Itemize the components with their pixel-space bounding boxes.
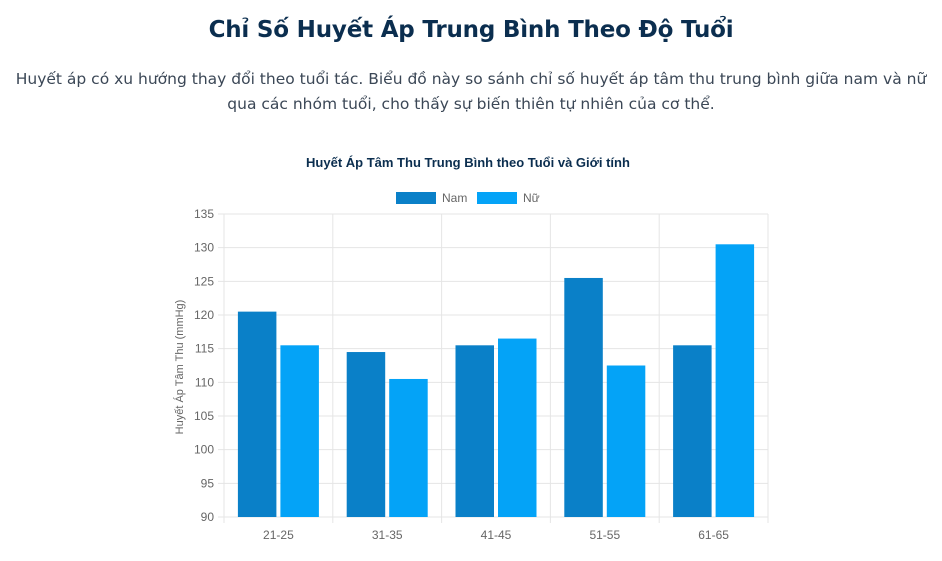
legend-label: Nam (442, 191, 467, 205)
bar-nam[interactable] (673, 345, 712, 517)
bar-nam[interactable] (564, 277, 603, 517)
legend-swatch (396, 192, 436, 204)
x-tick-label: 21-25 (263, 528, 294, 542)
y-tick-label: 115 (195, 342, 214, 356)
bar-nu[interactable] (715, 244, 755, 518)
y-tick-label: 105 (194, 409, 214, 423)
legend-item-nu[interactable]: Nữ (477, 191, 540, 205)
y-tick-label: 130 (194, 241, 214, 255)
legend[interactable]: Nam Nữ (396, 191, 540, 205)
page-title: Chỉ Số Huyết Áp Trung Bình Theo Độ Tuổi (208, 17, 734, 43)
bar-nu[interactable] (280, 345, 319, 517)
bar-nam[interactable] (346, 352, 386, 517)
y-axis-label: Huyết Áp Tâm Thu (mmHg) (173, 300, 186, 435)
bar-nam[interactable] (237, 311, 277, 517)
bar-nu[interactable] (606, 365, 646, 518)
legend-swatch (477, 192, 517, 204)
x-tick-label: 31-35 (372, 528, 403, 542)
y-tick-label: 135 (194, 207, 214, 221)
axes: 90 95 100 105 110 115 120 125 130 135 21-25 31-35 41… (194, 207, 729, 542)
y-tick-label: 125 (194, 274, 214, 288)
x-tick-label: 41-45 (481, 528, 512, 542)
y-tick-label: 90 (201, 510, 215, 524)
legend-label: Nữ (523, 191, 540, 205)
x-tick-label: 61-65 (698, 528, 729, 542)
page-description: Huyết áp có xu hướng thay đổi theo tuổi … (15, 70, 927, 113)
y-tick-label: 95 (201, 476, 215, 490)
legend-item-nam[interactable]: Nam (396, 191, 467, 205)
bar-nu[interactable] (498, 338, 537, 517)
bars-group (237, 244, 755, 518)
y-tick-label: 120 (194, 308, 214, 322)
bar-nu[interactable] (389, 378, 428, 517)
y-tick-label: 100 (194, 443, 214, 457)
y-tick-label: 110 (195, 375, 214, 389)
chart-title: Huyết Áp Tâm Thu Trung Bình theo Tuổi và… (306, 155, 630, 170)
x-tick-label: 51-55 (589, 528, 620, 542)
bar-nam[interactable] (455, 345, 495, 517)
